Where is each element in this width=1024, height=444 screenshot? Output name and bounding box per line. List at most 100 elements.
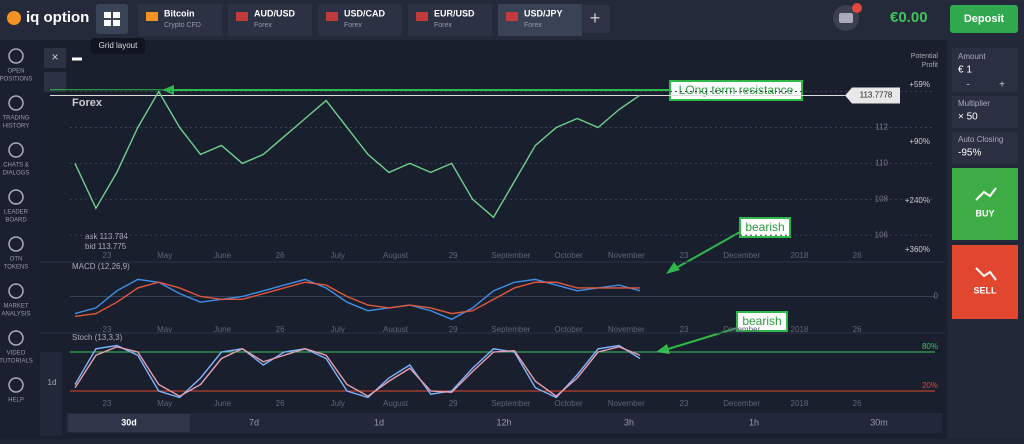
time-label: 2018 — [791, 399, 809, 408]
sidebar-icon[interactable] — [8, 377, 24, 393]
time-label: September — [491, 325, 530, 334]
time-label: July — [331, 251, 345, 260]
sidebar-label: LEADER — [4, 210, 29, 216]
time-label: September — [491, 399, 530, 408]
time-label: December — [723, 325, 760, 334]
tab-flag — [416, 12, 428, 21]
scale-panel — [40, 352, 62, 436]
sidebar-label: TUTORIALS — [0, 359, 33, 365]
sidebar-icon[interactable] — [8, 142, 24, 158]
deposit-button[interactable] — [950, 5, 1018, 33]
deposit-label: Deposit — [964, 13, 1005, 25]
buy-label: BUY — [975, 208, 994, 218]
logo-icon — [7, 11, 21, 25]
series-line — [74, 344, 641, 399]
timeframe[interactable]: 12h — [496, 417, 511, 427]
profit-level: +360% — [905, 245, 930, 254]
close-button[interactable] — [44, 48, 66, 68]
multiplier-box[interactable] — [952, 96, 1018, 128]
tab-name: EUR/USD — [434, 8, 475, 18]
time-label: September — [491, 251, 530, 260]
tab-sub: Crypto CFD — [164, 22, 201, 29]
time-label: August — [383, 251, 409, 260]
camera-icon — [839, 13, 853, 23]
profit-level: +59% — [909, 80, 930, 89]
sidebar-icon[interactable] — [8, 48, 24, 64]
grid-icon — [113, 12, 120, 18]
tools-button[interactable] — [44, 72, 66, 92]
time-label: August — [383, 399, 409, 408]
timeframe[interactable]: 1d — [374, 417, 384, 427]
profit-level: +240% — [905, 196, 930, 205]
notification-dot — [852, 3, 862, 13]
y-tick-label: 112 — [875, 123, 888, 132]
time-label: 2018 — [791, 325, 809, 334]
tab-flag — [146, 12, 158, 21]
amount-box[interactable] — [952, 48, 1018, 92]
annotation: LOng term resistance — [679, 83, 794, 97]
series-line — [74, 346, 641, 398]
grid-button[interactable] — [96, 4, 128, 34]
sidebar-label: MARKET — [3, 304, 28, 310]
balance[interactable]: €0.00 — [890, 9, 928, 26]
timeframe[interactable]: 3h — [624, 417, 634, 427]
auto-closing-box[interactable] — [952, 132, 1018, 164]
tab-name: Bitcoin — [164, 8, 195, 18]
timeframe[interactable]: 30d — [121, 417, 137, 427]
sidebar-icon[interactable] — [8, 95, 24, 111]
time-label: 26 — [276, 399, 285, 408]
time-label: 23 — [680, 399, 689, 408]
time-label: June — [214, 251, 232, 260]
grid-icon — [113, 20, 120, 26]
tab-flag — [506, 12, 518, 21]
time-label: 26 — [276, 251, 285, 260]
amount: € 1 — [958, 65, 972, 76]
grid-icon — [104, 20, 111, 26]
chart-area — [38, 40, 946, 438]
time-label: 23 — [680, 251, 689, 260]
sidebar-icon[interactable] — [8, 189, 24, 205]
y-tick-label: 110 — [875, 159, 888, 168]
tab-name: AUD/USD — [254, 8, 296, 18]
y-tick-label: 106 — [875, 230, 889, 239]
side-scale[interactable]: 1d — [48, 378, 57, 387]
sidebar-label: TOKENS — [4, 265, 29, 271]
add-tab[interactable] — [580, 5, 610, 33]
sidebar-icon[interactable] — [8, 236, 24, 252]
time-label: 23 — [680, 325, 689, 334]
annotation-box — [739, 217, 791, 238]
price-tag — [845, 87, 900, 104]
sidebar-icon[interactable] — [8, 283, 24, 299]
timeframe[interactable]: 30m — [870, 417, 888, 427]
sell-icon — [975, 267, 997, 281]
sidebar-label: ANALYSIS — [2, 312, 31, 318]
timeframe[interactable]: 1h — [749, 417, 759, 427]
close-icon: × — [51, 50, 58, 64]
add-tab-icon: + — [590, 8, 601, 28]
minus-button[interactable]: - — [966, 80, 969, 91]
plus-button[interactable]: + — [999, 80, 1005, 91]
tooltip-text: Grid layout — [99, 41, 138, 50]
time-label: December — [723, 399, 760, 408]
sidebar-label: BOARD — [5, 218, 27, 224]
series-line — [74, 281, 640, 318]
buy-icon — [975, 187, 997, 201]
timeframe[interactable]: 7d — [249, 417, 259, 427]
tab-sub: Forex — [344, 22, 362, 29]
sidebar — [0, 40, 38, 439]
sell-button[interactable] — [952, 245, 1018, 319]
tooltip — [91, 38, 145, 54]
buy-button[interactable] — [952, 168, 1018, 240]
y-tick-label: 0 — [934, 292, 939, 301]
sidebar-icon[interactable] — [8, 330, 24, 346]
sidebar-label: HISTORY — [3, 124, 29, 130]
time-label: October — [554, 399, 583, 408]
arrow-head — [666, 262, 680, 274]
tab-name: USD/JPY — [524, 8, 563, 18]
tab-name: USD/CAD — [344, 8, 386, 18]
auto-closing: -95% — [958, 148, 981, 159]
indicator-title: Stoch (13,3,3) — [72, 333, 123, 342]
time-label: August — [383, 325, 409, 334]
annotation-box — [736, 311, 788, 332]
